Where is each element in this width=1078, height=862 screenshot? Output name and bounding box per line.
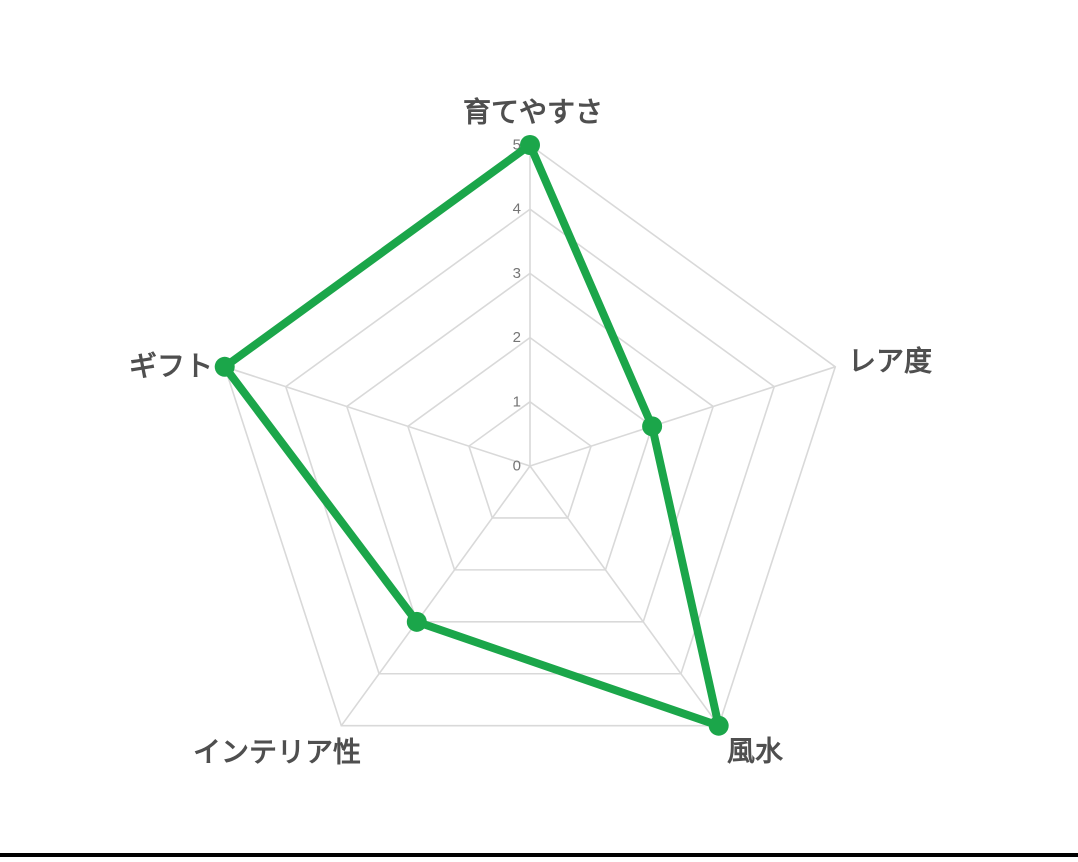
radar-grid: [225, 145, 836, 726]
axis-spoke: [341, 466, 530, 726]
tick-label: 3: [513, 265, 521, 282]
axis-label: 育てやすさ: [463, 96, 603, 128]
axis-label: ギフト: [129, 351, 213, 382]
axis-label: 風水: [727, 736, 784, 767]
tick-label: 2: [513, 329, 521, 346]
axis-spoke: [530, 367, 835, 466]
data-point: [520, 135, 540, 155]
tick-label: 1: [513, 393, 521, 410]
axis-label: レア度: [848, 346, 932, 377]
data-point: [709, 716, 729, 736]
tick-label: 4: [513, 201, 521, 218]
radar-series: [215, 135, 729, 736]
data-point: [215, 357, 235, 377]
bottom-border-line: [0, 853, 1078, 857]
data-point: [407, 612, 427, 632]
data-polygon: [225, 145, 719, 726]
axis-label: インテリア性: [193, 737, 361, 768]
axis-spoke: [225, 367, 530, 466]
tick-label: 0: [513, 458, 521, 475]
data-point: [642, 416, 662, 436]
